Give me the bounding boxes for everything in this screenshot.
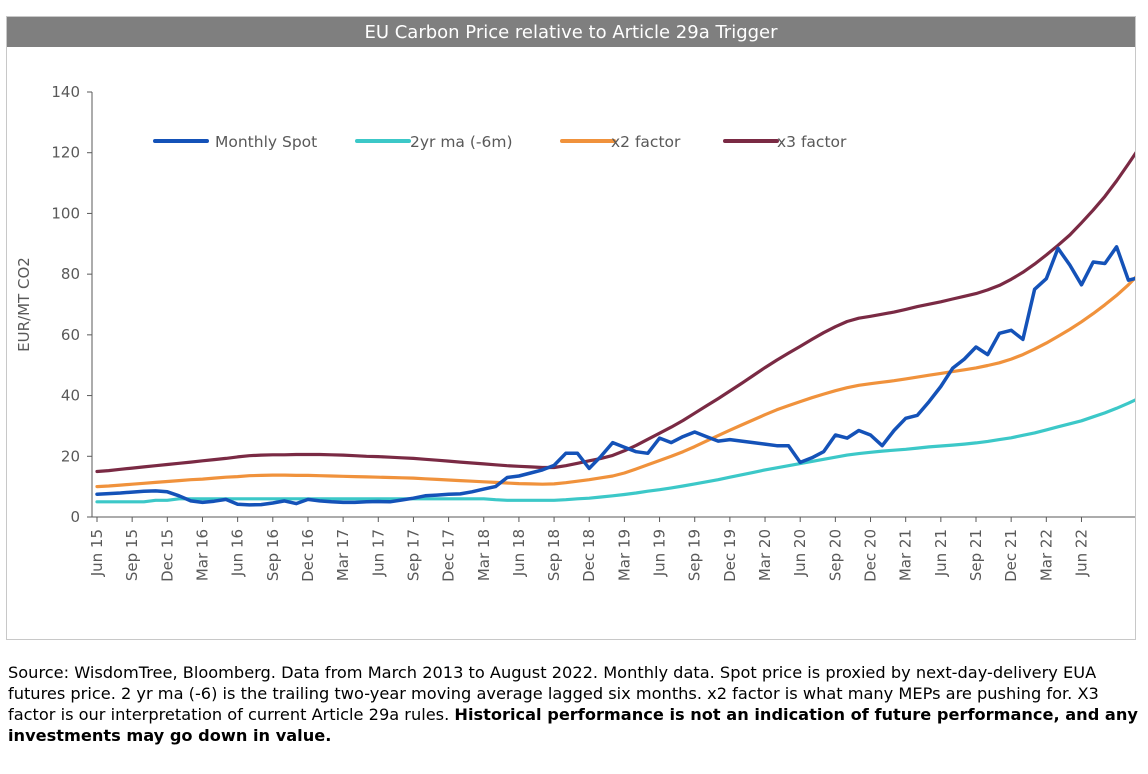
- chart-frame: EU Carbon Price relative to Article 29a …: [6, 16, 1136, 640]
- chart-svg: 0 20 40 60 80 100 120 140 EUR/MT CO2 Jun 15 Sep 15…: [15, 83, 1135, 582]
- x-tick-label: Sep 17: [404, 529, 422, 581]
- x-tick-label: Sep 19: [686, 529, 704, 581]
- x-tick-label: Mar 16: [193, 529, 211, 581]
- x-tick-label: Dec 15: [158, 529, 176, 582]
- x-tick-label: Mar 18: [475, 529, 493, 581]
- series-line-x3: [95, 151, 1135, 474]
- x-tick-label: Dec 18: [580, 529, 598, 582]
- x-tick-label: Jun 17: [369, 529, 387, 577]
- x-tick-label: Jun 22: [1072, 529, 1090, 577]
- x-tick-label: Mar 20: [756, 529, 774, 581]
- x-tick-label: Jun 21: [932, 529, 950, 577]
- x-tick-label: Mar 19: [615, 529, 633, 581]
- x-tick-label: Dec 19: [721, 529, 739, 582]
- x-tick-label: Sep 20: [826, 529, 844, 581]
- y-tick-label: 60: [61, 326, 80, 344]
- series-line-ma: [95, 398, 1135, 504]
- x-tick-label: Jun 16: [229, 529, 247, 577]
- x-tick-label: Mar 22: [1037, 529, 1055, 581]
- x-tick-label: Dec 21: [1002, 529, 1020, 582]
- x-tick-label: Jun 18: [510, 529, 528, 577]
- x-tick-label: Mar 17: [334, 529, 352, 581]
- y-tick-label: 120: [51, 144, 80, 162]
- x-tick-label: Jun 19: [651, 529, 669, 577]
- x-tick-label: Dec 16: [299, 529, 317, 582]
- chart-title: EU Carbon Price relative to Article 29a …: [7, 17, 1135, 47]
- y-tick-label: 140: [51, 83, 80, 101]
- x-tick-label: Jun 20: [791, 529, 809, 577]
- x-tick-label: Sep 15: [123, 529, 141, 581]
- x-tick-label: Sep 21: [967, 529, 985, 581]
- legend-label-x3: x3 factor: [777, 133, 847, 151]
- x-tick-label: Dec 17: [440, 529, 458, 582]
- legend-label-ma: 2yr ma (-6m): [410, 133, 513, 151]
- y-tick-label: 80: [61, 265, 80, 283]
- x-tick-label: Dec 20: [862, 529, 880, 582]
- y-tick-label: 0: [70, 508, 80, 526]
- source-footnote: Source: WisdomTree, Bloomberg. Data from…: [8, 662, 1140, 746]
- x-tick-label: Jun 15: [88, 529, 106, 577]
- series-line-x2: [95, 275, 1135, 489]
- y-axis-title: EUR/MT CO2: [15, 257, 33, 352]
- legend-label-spot: Monthly Spot: [215, 133, 317, 151]
- y-tick-label: 20: [61, 447, 80, 465]
- legend-label-x2: x2 factor: [611, 133, 681, 151]
- y-tick-label: 40: [61, 387, 80, 405]
- y-tick-label: 100: [51, 204, 80, 222]
- x-tick-label: Sep 18: [545, 529, 563, 581]
- series-line-spot: [95, 245, 1135, 507]
- x-tick-label: Sep 16: [264, 529, 282, 581]
- x-tick-label: Mar 21: [897, 529, 915, 581]
- footnote-text: Source: WisdomTree, Bloomberg. Data from…: [8, 663, 1099, 724]
- footnote-disclaimer: Historical performance is not an indicat…: [8, 705, 1138, 745]
